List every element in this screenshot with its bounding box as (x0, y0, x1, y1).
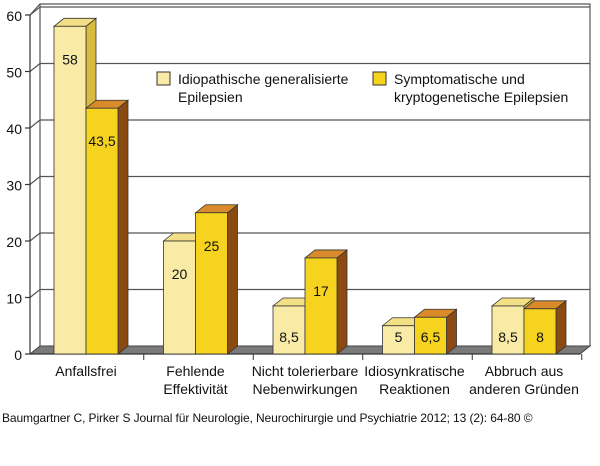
data-label: 43,5 (88, 133, 115, 149)
source-citation: Baumgartner C, Pirker S Journal für Neur… (2, 411, 533, 425)
data-label: 6,5 (421, 329, 441, 345)
x-tick-label: Reaktionen (379, 381, 450, 397)
gridline-side (29, 176, 41, 185)
y-tick-label: 10 (6, 291, 22, 307)
legend-swatch (156, 71, 171, 86)
bar (272, 305, 306, 355)
legend-label: kryptogenetische Epilepsien (394, 89, 568, 105)
data-label: 8,5 (498, 329, 518, 345)
gridline-side (29, 63, 41, 72)
x-tick-label: anderen Gründen (469, 381, 579, 397)
gridline-side (29, 232, 41, 242)
y-tick-label: 50 (6, 65, 22, 81)
y-tick-label: 30 (6, 178, 22, 194)
bar-side (227, 203, 238, 355)
x-tick-label: Nicht tolerierbare (252, 363, 359, 379)
bar (414, 316, 447, 355)
data-label: 8,5 (279, 329, 299, 345)
y-tick-label: 60 (6, 8, 22, 24)
data-label: 8 (536, 329, 544, 345)
x-tick-label: Effektivität (163, 381, 227, 397)
bar (491, 305, 525, 355)
gridline-side (29, 289, 41, 298)
legend-label: Epilepsien (178, 89, 243, 105)
data-label: 17 (313, 283, 329, 299)
legend-swatch (372, 71, 387, 86)
bar-side (555, 299, 567, 355)
x-tick-label: Anfallsfrei (55, 363, 116, 379)
legend-label: Idiopathische generalisierte (178, 71, 349, 87)
x-tick-label: Nebenwirkungen (252, 381, 357, 397)
bar-chart: 01020304050605843,5Anfallsfrei2025Fehlen… (6, 3, 592, 397)
bar (53, 25, 87, 355)
gridline-side (29, 119, 41, 129)
x-tick-label: Idiosynkratische (364, 363, 465, 379)
bar (85, 107, 119, 355)
data-label: 20 (172, 266, 188, 282)
x-tick-label: Fehlende (166, 363, 225, 379)
bar-side (117, 99, 129, 355)
bar-side (336, 249, 348, 355)
legend-label: Symptomatische und (394, 71, 525, 87)
data-label: 5 (395, 329, 403, 345)
bar (195, 212, 228, 355)
y-tick-label: 20 (6, 234, 22, 250)
data-label: 25 (204, 238, 220, 254)
data-label: 58 (62, 51, 78, 67)
gridline-side (29, 6, 41, 16)
y-tick-label: 0 (14, 347, 22, 363)
y-tick-label: 40 (6, 121, 22, 137)
x-tick-label: Abbruch aus (485, 363, 564, 379)
back-wall-frame (29, 3, 591, 346)
bar (163, 240, 196, 355)
bar (304, 257, 338, 355)
bar (523, 308, 557, 355)
